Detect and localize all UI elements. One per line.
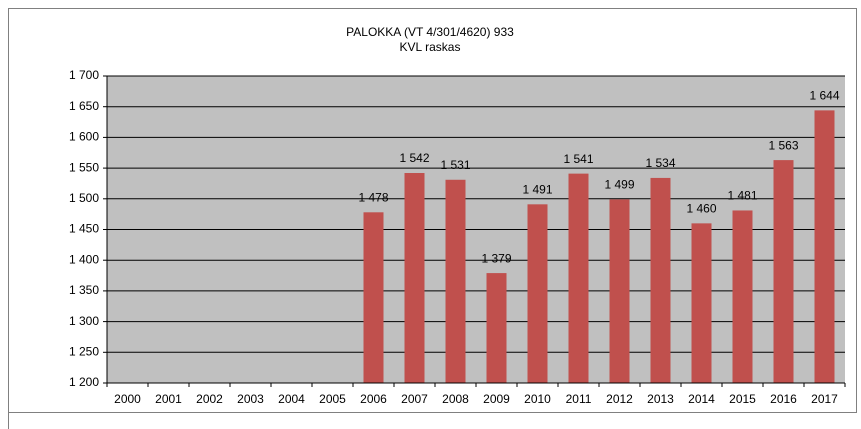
value-label: 1 379 [481, 251, 511, 265]
x-tick-label: 2014 [688, 392, 715, 406]
bar [486, 273, 507, 383]
y-tick-label: 1 350 [69, 283, 99, 297]
bar [650, 177, 671, 383]
value-label: 1 481 [727, 189, 757, 203]
x-tick-label: 2003 [237, 392, 264, 406]
value-label: 1 644 [809, 89, 839, 103]
value-label: 1 541 [563, 152, 593, 166]
x-tick-label: 2015 [729, 392, 756, 406]
value-label: 1 460 [686, 202, 716, 216]
x-tick-label: 2017 [811, 392, 838, 406]
x-tick-label: 2010 [524, 392, 551, 406]
x-tick-label: 2016 [770, 392, 797, 406]
y-tick-label: 1 250 [69, 344, 99, 358]
bar [691, 223, 712, 383]
y-tick-label: 1 450 [69, 222, 99, 236]
y-tick-label: 1 200 [69, 375, 99, 389]
y-tick-label: 1 300 [69, 314, 99, 328]
bar [404, 173, 425, 383]
chart-frame [8, 8, 857, 413]
bar [568, 173, 589, 383]
chart-title: PALOKKA (VT 4/301/4620) 933 [346, 25, 514, 39]
bar [814, 110, 835, 383]
x-tick-label: 2007 [401, 392, 428, 406]
x-tick-label: 2009 [483, 392, 510, 406]
y-tick-label: 1 650 [69, 99, 99, 113]
value-label: 1 491 [522, 182, 552, 196]
y-tick-label: 1 400 [69, 252, 99, 266]
chart-subtitle: KVL raskas [400, 40, 461, 54]
value-label: 1 499 [604, 178, 634, 192]
x-tick-label: 2013 [647, 392, 674, 406]
y-tick-label: 1 600 [69, 130, 99, 144]
x-tick-label: 2004 [278, 392, 305, 406]
bar [773, 160, 794, 383]
value-label: 1 534 [645, 156, 675, 170]
y-tick-label: 1 700 [69, 68, 99, 82]
x-tick-label: 2000 [114, 392, 141, 406]
value-label: 1 531 [440, 158, 470, 172]
value-label: 1 563 [768, 138, 798, 152]
x-tick-label: 2002 [196, 392, 223, 406]
y-tick-label: 1 550 [69, 160, 99, 174]
value-label: 1 542 [399, 151, 429, 165]
x-tick-label: 2008 [442, 392, 469, 406]
x-tick-label: 2005 [319, 392, 346, 406]
x-tick-label: 2011 [566, 392, 592, 406]
bar [527, 204, 548, 383]
x-tick-label: 2006 [360, 392, 387, 406]
bar [609, 199, 630, 383]
x-tick-label: 2012 [606, 392, 633, 406]
x-tick-label: 2001 [155, 392, 182, 406]
value-label: 1 478 [358, 190, 388, 204]
bar [732, 210, 753, 383]
y-tick-label: 1 500 [69, 191, 99, 205]
bar [363, 212, 384, 383]
bar [445, 179, 466, 383]
